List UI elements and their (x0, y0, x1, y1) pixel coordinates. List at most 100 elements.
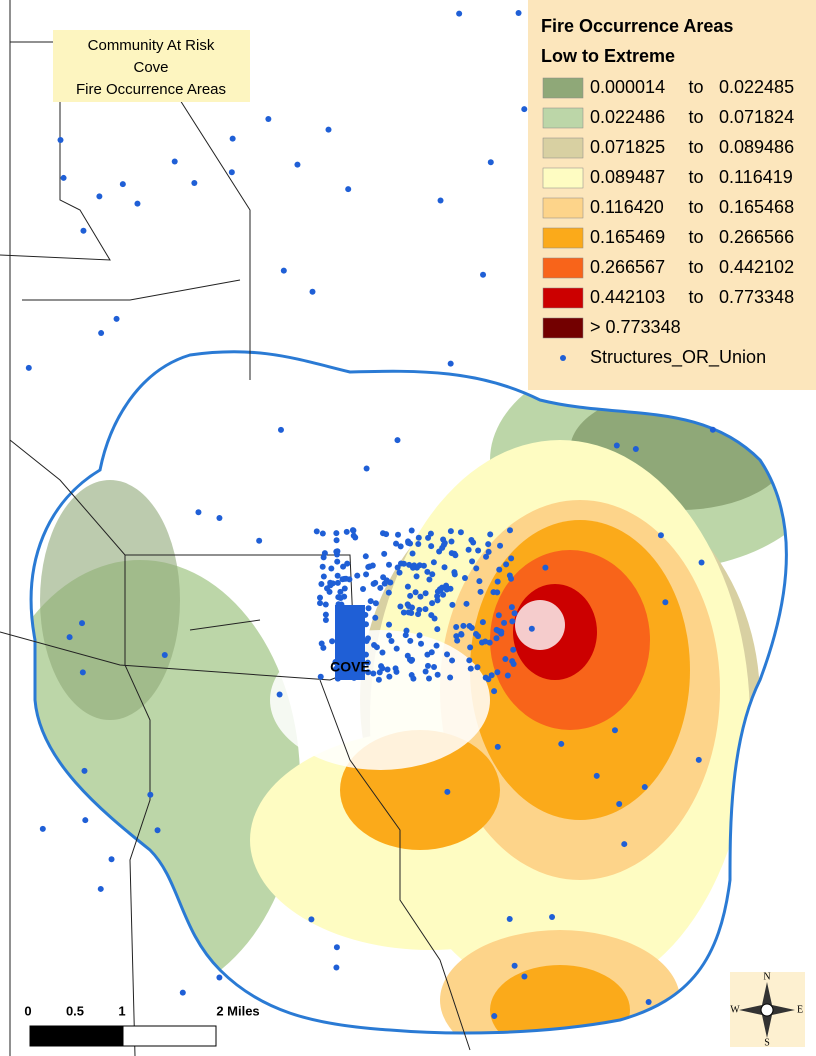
legend-label: 0.089486 (719, 137, 794, 157)
scale-label: 1 (118, 1003, 125, 1018)
legend-swatch (542, 77, 584, 99)
structure-dot (325, 126, 332, 133)
structure-dot (422, 668, 429, 675)
structure-dot (521, 106, 528, 113)
structure-dot (412, 589, 419, 596)
structure-dot (506, 572, 513, 579)
structure-dot (447, 674, 454, 681)
structure-dot (487, 159, 494, 166)
structure-dot (79, 620, 86, 627)
structure-dot (511, 610, 518, 617)
structure-dot (119, 181, 126, 188)
structure-dot (362, 553, 369, 560)
structure-dot (66, 634, 73, 641)
structure-dot (616, 800, 623, 807)
structure-dot (428, 649, 435, 656)
legend-label: to (688, 257, 703, 277)
structure-dot (334, 558, 341, 565)
legend-label: to (688, 167, 703, 187)
legend-label: 0.000014 (590, 77, 665, 97)
structure-dot (380, 574, 387, 581)
structure-dot (404, 583, 411, 590)
structure-dot (256, 537, 263, 544)
legend-swatch (542, 227, 584, 249)
structure-dot (433, 642, 440, 649)
structure-dot (400, 560, 407, 567)
structure-dot (430, 559, 437, 566)
structure-dot (191, 179, 198, 186)
structure-dot (498, 630, 505, 637)
compass-letter: S (764, 1037, 770, 1048)
structure-dot (350, 527, 357, 534)
structure-dot (334, 572, 341, 579)
structure-dot (171, 158, 178, 165)
structure-dot (147, 791, 154, 798)
road (189, 619, 261, 631)
scale-segment (29, 1025, 124, 1047)
legend-label: 0.442103 (590, 287, 665, 307)
structure-dot (467, 665, 474, 672)
structure-dot (469, 558, 476, 565)
structure-dot (322, 601, 329, 608)
legend-label: 0.266566 (719, 227, 794, 247)
structure-dot (379, 649, 386, 656)
structure-dot (365, 605, 372, 612)
structure-dot (371, 641, 378, 648)
structure-dot (322, 611, 329, 618)
legend-swatch (542, 257, 584, 279)
structure-dot (483, 553, 490, 560)
structure-dot (434, 626, 441, 633)
structure-dot (447, 360, 454, 367)
structure-dot (493, 626, 500, 633)
structure-dot (449, 657, 456, 664)
structure-dot (461, 574, 468, 581)
structure-dot (657, 532, 664, 539)
legend-label: 0.773348 (719, 287, 794, 307)
structure-dot (317, 594, 324, 601)
structure-dot (482, 674, 489, 681)
zone (40, 480, 180, 720)
structure-dot (509, 618, 516, 625)
structure-dot (641, 784, 648, 791)
structure-dot (470, 539, 477, 546)
compass-letter: E (797, 1004, 803, 1015)
structure-dot (393, 540, 400, 547)
structure-dot (444, 788, 451, 795)
structure-dot (466, 657, 473, 664)
compass-center (760, 1003, 774, 1017)
structure-dot (431, 664, 438, 671)
structure-dot (504, 672, 511, 679)
structure-dot (439, 544, 446, 551)
structure-dot (409, 550, 416, 557)
structure-dot (79, 669, 86, 676)
structure-dot (134, 200, 141, 207)
title-line: Cove (133, 59, 168, 76)
structure-dot (113, 315, 120, 322)
legend-swatch (542, 287, 584, 309)
structure-dot (333, 964, 340, 971)
structure-dot (444, 651, 451, 658)
structure-dot (400, 609, 407, 616)
structure-dot (404, 601, 411, 608)
structure-dot (494, 578, 501, 585)
structure-dot (457, 529, 464, 536)
legend-label: 0.165468 (719, 197, 794, 217)
structure-dot (497, 542, 504, 549)
structure-dot (549, 913, 556, 920)
structure-dot (333, 548, 340, 555)
title-line: Fire Occurrence Areas (76, 81, 226, 98)
structure-dot (98, 330, 105, 337)
structure-dot (370, 670, 377, 677)
structure-dot (460, 622, 467, 629)
structure-dot (405, 609, 412, 616)
structure-dot (695, 756, 702, 763)
legend-label: 0.022485 (719, 77, 794, 97)
structure-dot (425, 534, 432, 541)
structure-dot (405, 539, 412, 546)
structure-dot (501, 619, 508, 626)
structure-dot (384, 666, 391, 673)
structure-dot (410, 675, 417, 682)
structure-dot (354, 572, 361, 579)
structure-dot (480, 271, 487, 278)
structure-dot (506, 527, 513, 534)
